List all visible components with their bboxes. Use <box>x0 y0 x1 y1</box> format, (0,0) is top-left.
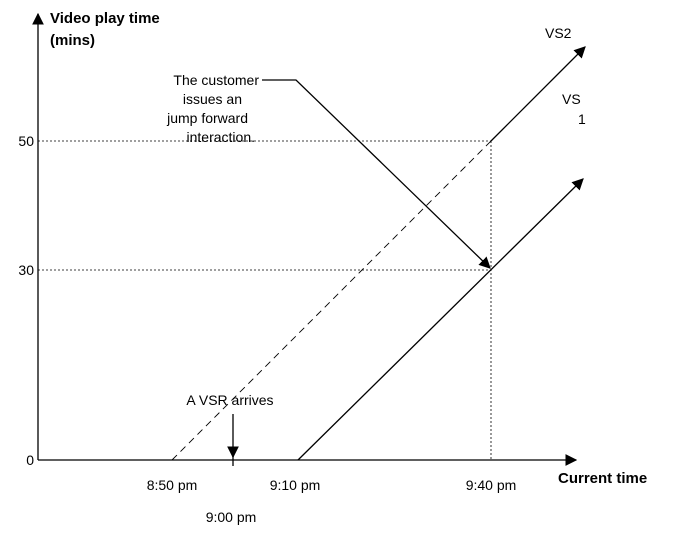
annotation-arrow <box>262 79 491 269</box>
annotation-text: The customer <box>173 72 259 88</box>
x-tick-label: 8:50 pm <box>147 477 198 493</box>
x-tick-label: 9:00 pm <box>206 509 257 525</box>
vs1-line <box>297 178 584 461</box>
y-tick-label: 30 <box>18 262 34 278</box>
annotation-text: jump forward <box>166 110 248 126</box>
y-axis-label: (mins) <box>50 32 95 49</box>
series-label: VS <box>562 91 581 107</box>
annotation-text: interaction. <box>187 129 255 145</box>
x-axis-label: Current time <box>558 470 647 487</box>
vs2-line <box>490 46 586 142</box>
y-tick-label: 50 <box>18 133 34 149</box>
annotation-text: issues an <box>183 91 242 107</box>
vs2-dashed <box>171 140 492 461</box>
y-tick-label: 0 <box>26 452 34 468</box>
series-label: VS2 <box>545 25 572 41</box>
annotation-text: A VSR arrives <box>186 392 273 408</box>
y-axis-label: Video play time <box>50 10 160 27</box>
x-tick-label: 9:10 pm <box>270 477 321 493</box>
x-tick-label: 9:40 pm <box>466 477 517 493</box>
series-label: 1 <box>578 111 586 127</box>
